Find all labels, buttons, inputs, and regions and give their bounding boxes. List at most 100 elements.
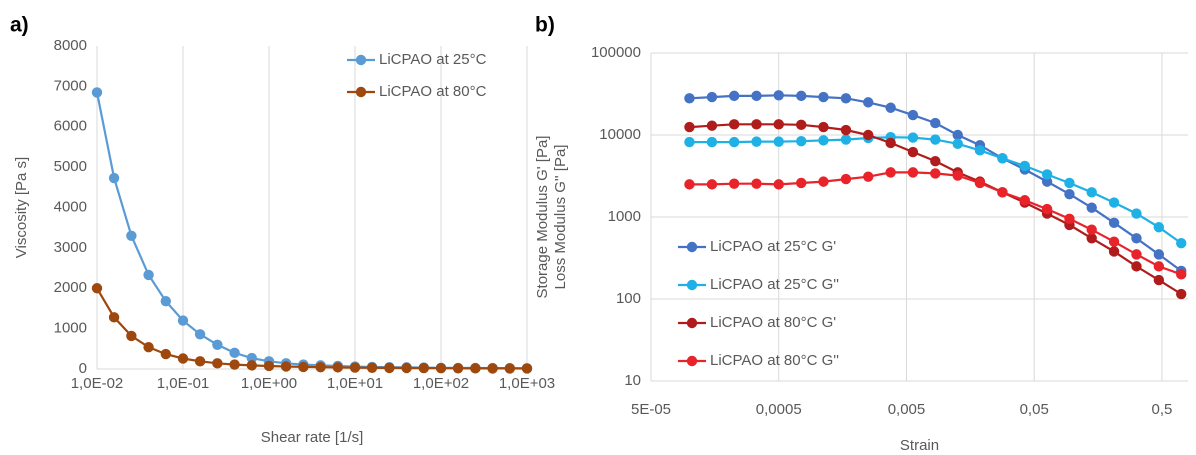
data-point xyxy=(1086,224,1097,235)
data-point xyxy=(212,358,223,369)
data-point xyxy=(126,230,137,241)
data-point xyxy=(1108,197,1120,208)
data-point xyxy=(1086,202,1097,213)
data-point xyxy=(706,91,718,103)
data-point xyxy=(470,363,481,374)
data-point xyxy=(229,347,240,359)
data-point xyxy=(1131,208,1142,219)
data-point xyxy=(160,348,172,360)
data-point xyxy=(751,119,762,130)
data-point xyxy=(997,187,1008,198)
data-point xyxy=(818,176,829,187)
data-point xyxy=(1108,236,1120,247)
y-tick-label: 100000 xyxy=(591,44,641,61)
data-point xyxy=(930,168,941,179)
y-tick-label: 8000 xyxy=(54,37,87,54)
y-tick-label: 7000 xyxy=(54,77,87,94)
data-point xyxy=(728,90,740,102)
x-tick-label: 1,0E+03 xyxy=(499,375,555,392)
data-point xyxy=(840,124,852,136)
data-point xyxy=(1086,187,1097,198)
data-point xyxy=(1108,217,1120,228)
data-point xyxy=(773,90,784,101)
data-point xyxy=(796,136,807,147)
data-point xyxy=(840,93,852,104)
y-tick-label: 6000 xyxy=(54,118,87,135)
y-tick-label: 0 xyxy=(79,360,87,377)
data-point xyxy=(818,91,829,103)
data-point xyxy=(1108,246,1120,257)
data-point xyxy=(91,87,103,98)
data-point xyxy=(974,145,986,156)
data-point xyxy=(907,109,919,121)
y-tick-label: 5000 xyxy=(54,158,87,175)
data-point xyxy=(885,102,896,113)
data-point xyxy=(1041,203,1053,215)
data-point xyxy=(194,356,206,367)
data-point xyxy=(366,362,378,373)
data-point xyxy=(332,362,344,373)
data-point xyxy=(487,363,498,374)
data-point xyxy=(706,136,718,148)
data-point xyxy=(298,361,309,373)
data-point xyxy=(907,167,919,178)
y-tick-label: 3000 xyxy=(54,239,87,256)
data-point xyxy=(143,269,154,281)
data-point xyxy=(863,129,874,141)
data-point xyxy=(952,138,963,150)
x-tick-label: 0,05 xyxy=(1020,401,1049,418)
y-axis-title: Storage Modulus G' [Pa] xyxy=(534,136,551,299)
data-point xyxy=(91,283,103,294)
y-tick-label: 1000 xyxy=(54,320,87,337)
panel-label: b) xyxy=(535,14,555,37)
data-point xyxy=(1064,188,1075,200)
legend-marker xyxy=(686,279,698,291)
data-point xyxy=(1041,176,1053,187)
y-tick-label: 2000 xyxy=(54,279,87,296)
data-point xyxy=(108,312,120,323)
data-point xyxy=(751,178,762,189)
data-point xyxy=(194,329,206,340)
legend-label: LiCPAO at 80°C xyxy=(379,83,487,100)
x-axis-title: Shear rate [1/s] xyxy=(261,429,364,446)
data-point xyxy=(796,119,807,131)
data-point xyxy=(1176,237,1187,249)
data-point xyxy=(1153,261,1165,272)
data-point xyxy=(401,362,412,374)
data-point xyxy=(706,179,718,190)
data-point xyxy=(863,97,874,108)
data-point xyxy=(1176,269,1187,280)
legend-label: LiCPAO at 25°C xyxy=(379,51,487,68)
data-point xyxy=(229,359,240,370)
data-point xyxy=(1131,233,1142,244)
data-point xyxy=(1153,222,1165,233)
data-point xyxy=(818,121,829,133)
data-point xyxy=(684,179,695,190)
data-point xyxy=(1131,249,1142,260)
data-point xyxy=(751,136,762,147)
data-point xyxy=(930,134,941,145)
x-tick-label: 1,0E+00 xyxy=(241,375,297,392)
x-tick-label: 0,005 xyxy=(888,401,926,418)
legend-label: LiCPAO at 80°C G'' xyxy=(710,352,839,369)
data-point xyxy=(952,129,963,141)
data-point xyxy=(246,360,258,371)
x-tick-label: 0,0005 xyxy=(756,401,802,418)
data-point xyxy=(349,362,361,373)
x-tick-label: 1,0E-01 xyxy=(157,375,210,392)
data-point xyxy=(1153,274,1165,286)
data-point xyxy=(885,137,896,149)
data-point xyxy=(728,119,740,130)
data-point xyxy=(1019,160,1030,172)
data-point xyxy=(684,93,695,104)
data-point xyxy=(706,120,718,131)
data-point xyxy=(263,360,275,372)
x-tick-label: 5E-05 xyxy=(631,401,671,418)
data-point xyxy=(177,315,189,326)
data-point xyxy=(143,341,154,353)
y-axis-title: Viscosity [Pa s] xyxy=(13,157,30,258)
x-axis-title: Strain xyxy=(900,437,939,454)
data-point xyxy=(930,117,941,129)
